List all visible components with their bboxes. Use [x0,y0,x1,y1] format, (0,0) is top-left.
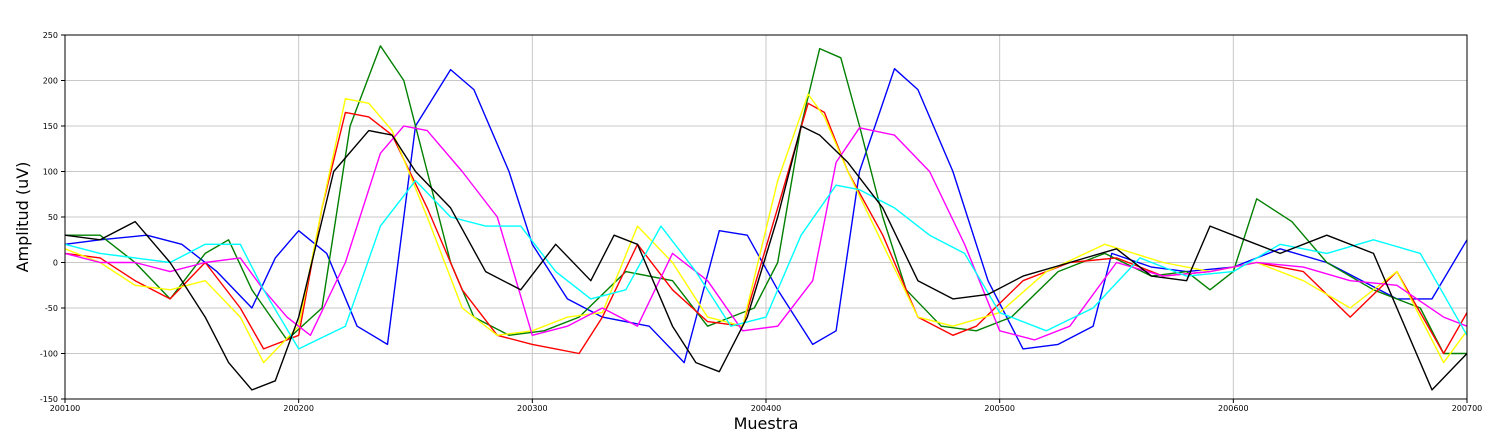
y-tick-label: 50 [48,213,58,222]
x-tick-label: 200200 [283,404,314,413]
y-tick-label: -150 [40,395,58,404]
x-tick-label: 200500 [984,404,1015,413]
grid [64,34,1468,400]
series-line-2 [65,45,1467,355]
series-group [64,45,1468,391]
x-axis-label: Muestra [734,414,799,433]
y-tick-label: 100 [43,168,58,177]
x-tick-label: 200300 [517,404,548,413]
x-tick-label: 200700 [1452,404,1483,413]
series-line-6 [64,179,1468,350]
x-tick-label: 200600 [1218,404,1249,413]
series-line-5 [64,125,1468,341]
x-axis-ticks: 200100 200200 200300 200400 200500 200600 2007… [50,399,1483,413]
y-tick-label: 200 [43,77,58,86]
y-tick-label: 0 [53,259,58,268]
series-line-7 [64,125,1468,391]
x-tick-label: 200400 [751,404,782,413]
series-line-4 [64,93,1468,364]
y-tick-label: -100 [40,350,58,359]
y-axis-ticks: -150 -100 -50 0 50 100 150 200 250 [40,31,65,404]
y-axis-label: Amplitud (uV) [13,162,32,273]
x-tick-label: 200100 [50,404,81,413]
y-tick-label: 150 [43,122,58,131]
y-tick-label: -50 [45,304,58,313]
y-tick-label: 250 [43,31,58,40]
